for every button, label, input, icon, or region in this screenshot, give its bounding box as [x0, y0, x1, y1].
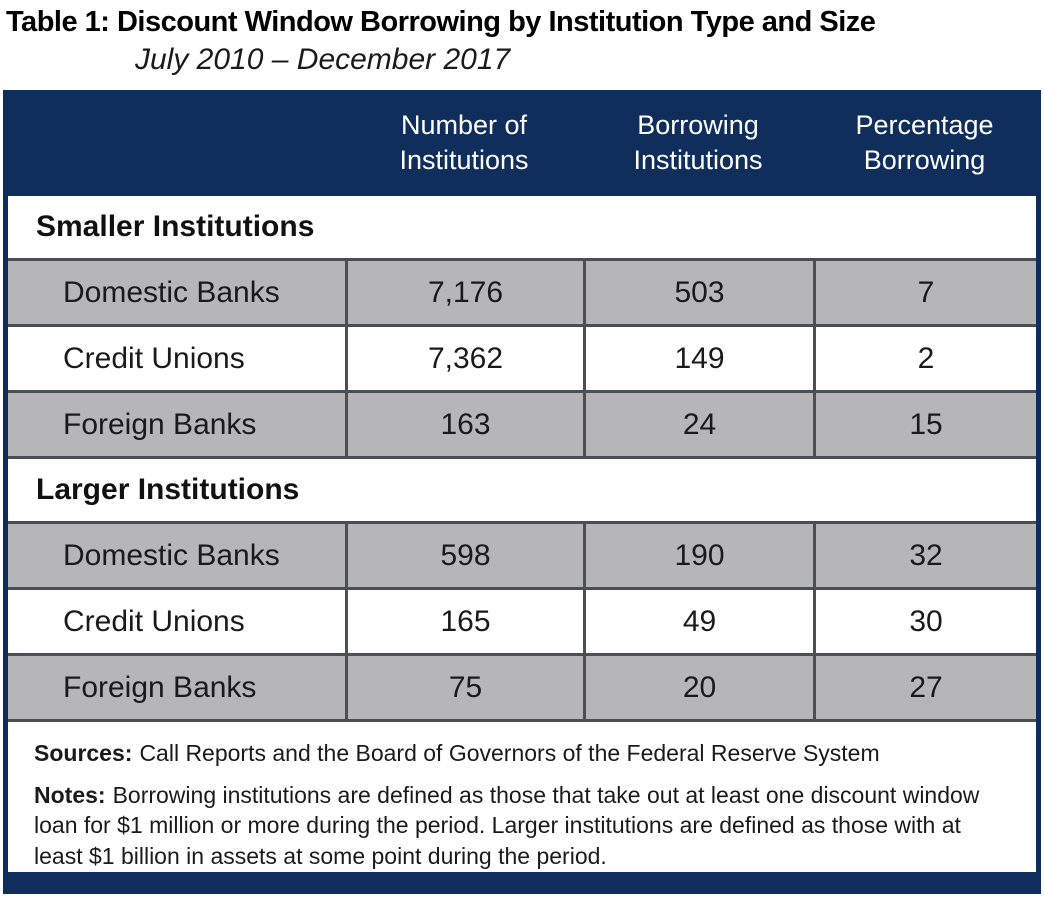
sources-text: Call Reports and the Board of Governors … — [139, 740, 880, 767]
column-header-number-of-institutions: Number of Institutions — [399, 109, 529, 176]
cell-number-of-institutions: 598 — [345, 524, 583, 588]
table-row: Foreign Banks 163 24 15 — [8, 390, 1036, 457]
row-label: Credit Unions — [63, 341, 245, 375]
cell-borrowing-institutions: 503 — [583, 261, 813, 325]
cell-number-of-institutions: 7,362 — [345, 327, 583, 391]
notes-line: Notes: Borrowing institutions are defined… — [34, 780, 1012, 872]
bottom-navy-bar — [8, 872, 1036, 895]
section-header-smaller-institutions: Smaller Institutions — [8, 196, 1036, 259]
cell-percentage-borrowing: 30 — [813, 590, 1036, 654]
table-row: Credit Unions 165 49 30 — [8, 587, 1036, 654]
notes-label: Notes: — [34, 781, 106, 808]
table-row: Domestic Banks 598 190 32 — [8, 521, 1036, 588]
notes-text: Borrowing institutions are defined as th… — [34, 781, 980, 869]
table-header-row: Number of Institutions Borrowing Institu… — [8, 90, 1036, 197]
borrowing-table: Number of Institutions Borrowing Institu… — [3, 90, 1041, 895]
sources-label: Sources: — [34, 740, 133, 767]
column-header-borrowing-institutions: Borrowing Institutions — [633, 109, 763, 176]
table-row: Foreign Banks 75 20 27 — [8, 653, 1036, 720]
row-label: Foreign Banks — [63, 407, 257, 441]
cell-borrowing-institutions: 149 — [583, 327, 813, 391]
table-footnotes: Sources: Call Reports and the Board of Go… — [8, 719, 1036, 873]
table-row: Domestic Banks 7,176 503 7 — [8, 258, 1036, 325]
table-row: Credit Unions 7,362 149 2 — [8, 324, 1036, 391]
row-label: Foreign Banks — [63, 670, 257, 704]
page-subtitle: July 2010 – December 2017 — [135, 43, 511, 77]
row-label: Domestic Banks — [63, 538, 280, 572]
cell-number-of-institutions: 75 — [345, 656, 583, 720]
sources-line: Sources: Call Reports and the Board of Go… — [34, 738, 1012, 769]
cell-percentage-borrowing: 32 — [813, 524, 1036, 588]
cell-borrowing-institutions: 49 — [583, 590, 813, 654]
cell-percentage-borrowing: 27 — [813, 656, 1036, 720]
section-header-larger-institutions: Larger Institutions — [8, 456, 1036, 522]
cell-borrowing-institutions: 24 — [583, 393, 813, 457]
cell-number-of-institutions: 165 — [345, 590, 583, 654]
row-label: Credit Unions — [63, 604, 245, 638]
cell-percentage-borrowing: 15 — [813, 393, 1036, 457]
page-title: Table 1: Discount Window Borrowing by In… — [6, 6, 876, 38]
column-header-percentage-borrowing: Percentage Borrowing — [855, 109, 994, 176]
row-label: Domestic Banks — [63, 275, 280, 309]
cell-borrowing-institutions: 190 — [583, 524, 813, 588]
cell-number-of-institutions: 7,176 — [345, 261, 583, 325]
cell-number-of-institutions: 163 — [345, 393, 583, 457]
cell-borrowing-institutions: 20 — [583, 656, 813, 720]
cell-percentage-borrowing: 7 — [813, 261, 1036, 325]
cell-percentage-borrowing: 2 — [813, 327, 1036, 391]
